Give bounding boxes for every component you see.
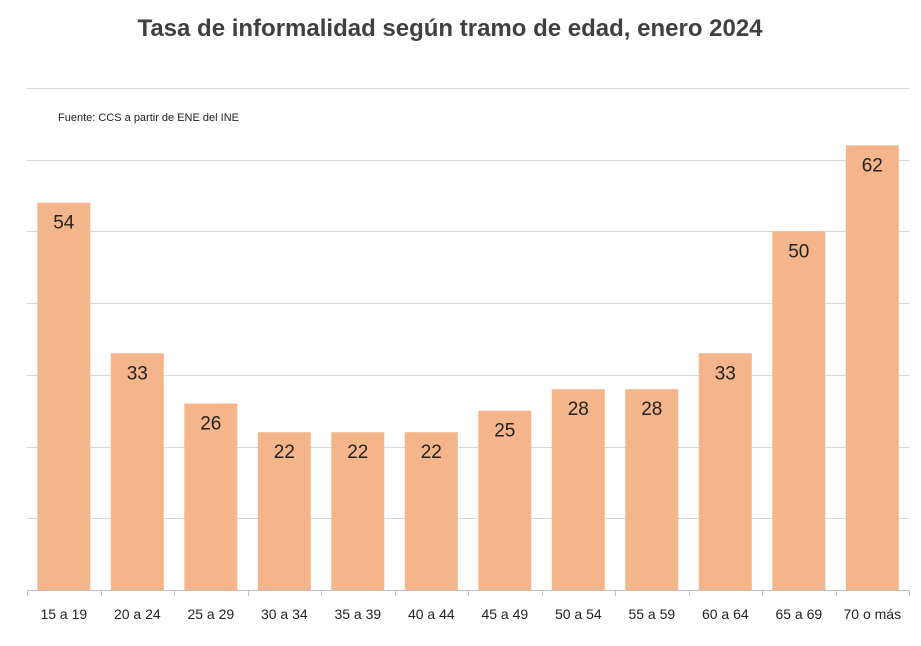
category-label-4: 30 a 34 — [261, 606, 308, 622]
bar-6 — [404, 432, 458, 590]
bar-11 — [772, 231, 826, 590]
category-label-12: 70 o más — [844, 606, 902, 622]
category-label-7: 45 a 49 — [481, 606, 528, 622]
category-label-10: 60 a 64 — [702, 606, 749, 622]
data-label-5: 22 — [347, 442, 368, 463]
bar-7 — [478, 410, 532, 590]
data-label-8: 28 — [568, 399, 589, 420]
bar-8 — [551, 389, 605, 590]
x-axis: 15 a 19 20 a 24 25 a 29 30 a 34 35 a 39 40 a … — [27, 590, 910, 622]
category-label-9: 55 a 59 — [628, 606, 675, 622]
data-label-11: 50 — [788, 241, 809, 262]
category-label-8: 50 a 54 — [555, 606, 602, 622]
bar-12 — [845, 145, 899, 590]
data-labels: 54 33 26 22 22 22 25 28 28 33 50 62 — [53, 155, 883, 463]
data-label-9: 28 — [641, 399, 662, 420]
category-label-1: 15 a 19 — [40, 606, 87, 622]
bar-1 — [37, 202, 91, 590]
bar-10 — [698, 353, 752, 590]
bars — [37, 145, 899, 590]
bar-3 — [184, 403, 238, 590]
chart-source-note: Fuente: CCS a partir de ENE del INE — [58, 112, 239, 124]
category-label-2: 20 a 24 — [114, 606, 161, 622]
category-label-3: 25 a 29 — [187, 606, 234, 622]
data-label-3: 26 — [200, 414, 221, 435]
category-label-6: 40 a 44 — [408, 606, 455, 622]
gridlines — [27, 88, 909, 519]
bar-5 — [331, 432, 385, 590]
data-label-1: 54 — [53, 213, 75, 234]
data-label-10: 33 — [715, 363, 736, 384]
data-label-4: 22 — [274, 442, 295, 463]
chart-title: Tasa de informalidad según tramo de edad… — [137, 15, 763, 42]
data-label-2: 33 — [127, 363, 148, 384]
bar-4 — [257, 432, 311, 590]
category-label-5: 35 a 39 — [334, 606, 381, 622]
data-label-12: 62 — [862, 155, 883, 176]
bar-9 — [625, 389, 679, 590]
data-label-6: 22 — [421, 442, 442, 463]
data-label-7: 25 — [494, 421, 515, 442]
category-label-11: 65 a 69 — [775, 606, 822, 622]
bar-2 — [110, 353, 164, 590]
